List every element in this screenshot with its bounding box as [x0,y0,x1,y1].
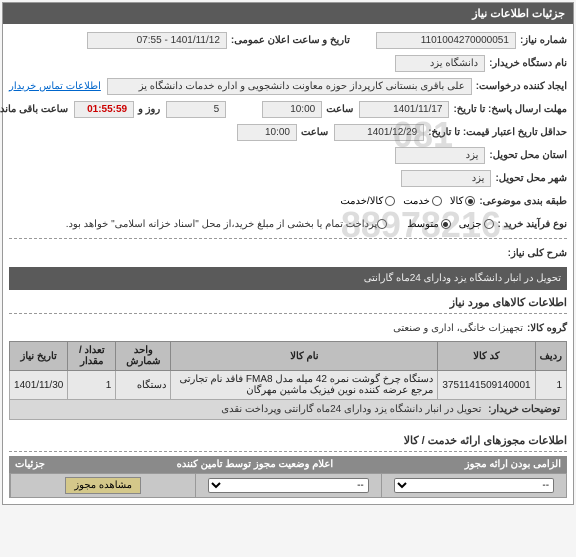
days-value: 5 [166,101,226,118]
buyer-notes: تحویل در انبار دانشگاه یزد ودارای 24ماه … [221,404,481,415]
category-radios: کالا خدمت کالا/خدمت [340,196,475,207]
group-value: تجهیزات خانگی، اداری و صنعتی [393,323,523,334]
delivery-city: یزد [401,170,491,187]
status-cell-mandatory: -- [381,474,566,497]
status-mandatory: الزامی بودن ارائه مجوز [465,459,561,470]
status-select[interactable]: -- [208,478,368,493]
status-cell-status: -- [195,474,380,497]
th-row: ردیف [535,342,566,371]
permits-section-title: اطلاعات مجوزهای ارائه خدمت / کالا [9,434,567,447]
status-row: -- -- مشاهده مجوز [9,473,567,498]
buyer-value: دانشگاه یزد [395,55,485,72]
radio-both-label: کالا/خدمت [340,196,383,207]
category-label: طبقه بندی موضوعی: [479,196,567,207]
view-permit-button[interactable]: مشاهده مجوز [65,477,141,494]
td-qty: 1 [68,371,116,400]
payment-check[interactable] [377,219,387,229]
row-deadline: مهلت ارسال پاسخ: تا تاریخ: 1401/11/17 سا… [9,99,567,119]
deadline-time-label: ساعت [326,104,353,115]
buyer-notes-row: توضیحات خریدار: تحویل در انبار دانشگاه ی… [9,400,567,420]
td-date: 1401/11/30 [10,371,68,400]
delivery-prov: یزد [395,147,485,164]
announce-label: تاریخ و ساعت اعلان عمومی: [231,35,350,46]
row-delivery-city: شهر محل تحویل: یزد [9,168,567,188]
th-unit: واحد شمارش [116,342,171,371]
process-label: نوع فرآیند خرید : [498,219,567,230]
radio-service[interactable]: خدمت [403,196,442,207]
process-radios: جزیی متوسط [407,219,493,230]
validity-label: حداقل تاریخ اعتبار قیمت: تا تاریخ: [428,127,567,138]
row-process: نوع فرآیند خرید : جزیی متوسط پرداخت تمام… [9,214,567,234]
radio-med[interactable]: متوسط [407,219,450,230]
status-details: جزئیات [15,459,45,470]
validity-time: 10:00 [237,124,297,141]
row-group: گروه کالا: تجهیزات خانگی، اداری و صنعتی [9,318,567,338]
row-need-number: شماره نیاز: 1101004270000051 تاریخ و ساع… [9,30,567,50]
validity-date: 1401/12/29 [334,124,424,141]
table-row[interactable]: 1 3751141509140001 دستگاه چرخ گوشت نمره … [10,371,567,400]
row-delivery-prov: استان محل تحویل: یزد [9,145,567,165]
days-label: روز و [138,104,160,115]
td-name: دستگاه چرخ گوشت نمره 42 میله مدل FMA8 فا… [171,371,438,400]
buyer-notes-label: توضیحات خریدار: [488,404,560,415]
validity-time-label: ساعت [301,127,328,138]
radio-small[interactable]: جزیی [459,219,494,230]
row-buyer: نام دستگاه خریدار: دانشگاه یزد [9,53,567,73]
row-validity: حداقل تاریخ اعتبار قیمت: تا تاریخ: 1401/… [9,122,567,142]
status-cell-details: مشاهده مجوز [10,474,195,497]
radio-goods-label: کالا [450,196,464,207]
delivery-prov-label: استان محل تحویل: [489,150,567,161]
status-header: الزامی بودن ارائه مجوز اعلام وضعیت مجوز … [9,456,567,473]
announce-value: 1401/11/12 - 07:55 [87,32,227,49]
row-category: طبقه بندی موضوعی: کالا خدمت کالا/خدمت [9,191,567,211]
row-creator: ایجاد کننده درخواست: علی باقری بنستانی ک… [9,76,567,96]
delivery-city-label: شهر محل تحویل: [495,173,567,184]
td-code: 3751141509140001 [438,371,535,400]
contact-link[interactable]: اطلاعات تماس خریدار [9,81,101,92]
radio-both[interactable]: کالا/خدمت [340,196,395,207]
row-desc-label: شرح کلی نیاز: [9,243,567,263]
need-number-label: شماره نیاز: [520,35,567,46]
radio-med-label: متوسط [407,219,438,230]
radio-goods[interactable]: کالا [450,196,476,207]
th-code: کد کالا [438,342,535,371]
payment-note: پرداخت تمام یا بخشی از مبلغ خرید،از محل … [66,219,378,230]
mandatory-select[interactable]: -- [394,478,554,493]
td-unit: دستگاه [116,371,171,400]
deadline-label: مهلت ارسال پاسخ: تا تاریخ: [453,104,567,115]
creator-label: ایجاد کننده درخواست: [476,81,567,92]
buyer-label: نام دستگاه خریدار: [489,58,567,69]
need-number: 1101004270000051 [376,32,516,49]
countdown: 01:55:59 [74,101,134,118]
countdown-label: ساعت باقی مانده [0,104,68,115]
th-date: تاریخ نیاز [10,342,68,371]
th-name: نام کالا [171,342,438,371]
th-qty: تعداد / مقدار [68,342,116,371]
goods-section-title: اطلاعات کالاهای مورد نیاز [9,296,567,309]
radio-small-label: جزیی [459,219,482,230]
radio-service-label: خدمت [403,196,430,207]
items-table: ردیف کد کالا نام کالا واحد شمارش تعداد /… [9,341,567,400]
main-panel: جزئیات اطلاعات نیاز 081 -88978216 شماره … [2,2,574,505]
panel-title: جزئیات اطلاعات نیاز [3,3,573,24]
desc-label: شرح کلی نیاز: [508,248,567,259]
desc-box: تحویل در انبار دانشگاه یزد ودارای 24ماه … [9,267,567,290]
panel-body: 081 -88978216 شماره نیاز: 11010042700000… [3,24,573,504]
td-row: 1 [535,371,566,400]
deadline-time: 10:00 [262,101,322,118]
group-label: گروه کالا: [527,323,567,334]
status-title: اعلام وضعیت مجوز توسط تامین کننده [177,459,334,470]
deadline-date: 1401/11/17 [359,101,449,118]
creator-value: علی باقری بنستانی کارپرداز حوزه معاونت د… [107,78,472,95]
